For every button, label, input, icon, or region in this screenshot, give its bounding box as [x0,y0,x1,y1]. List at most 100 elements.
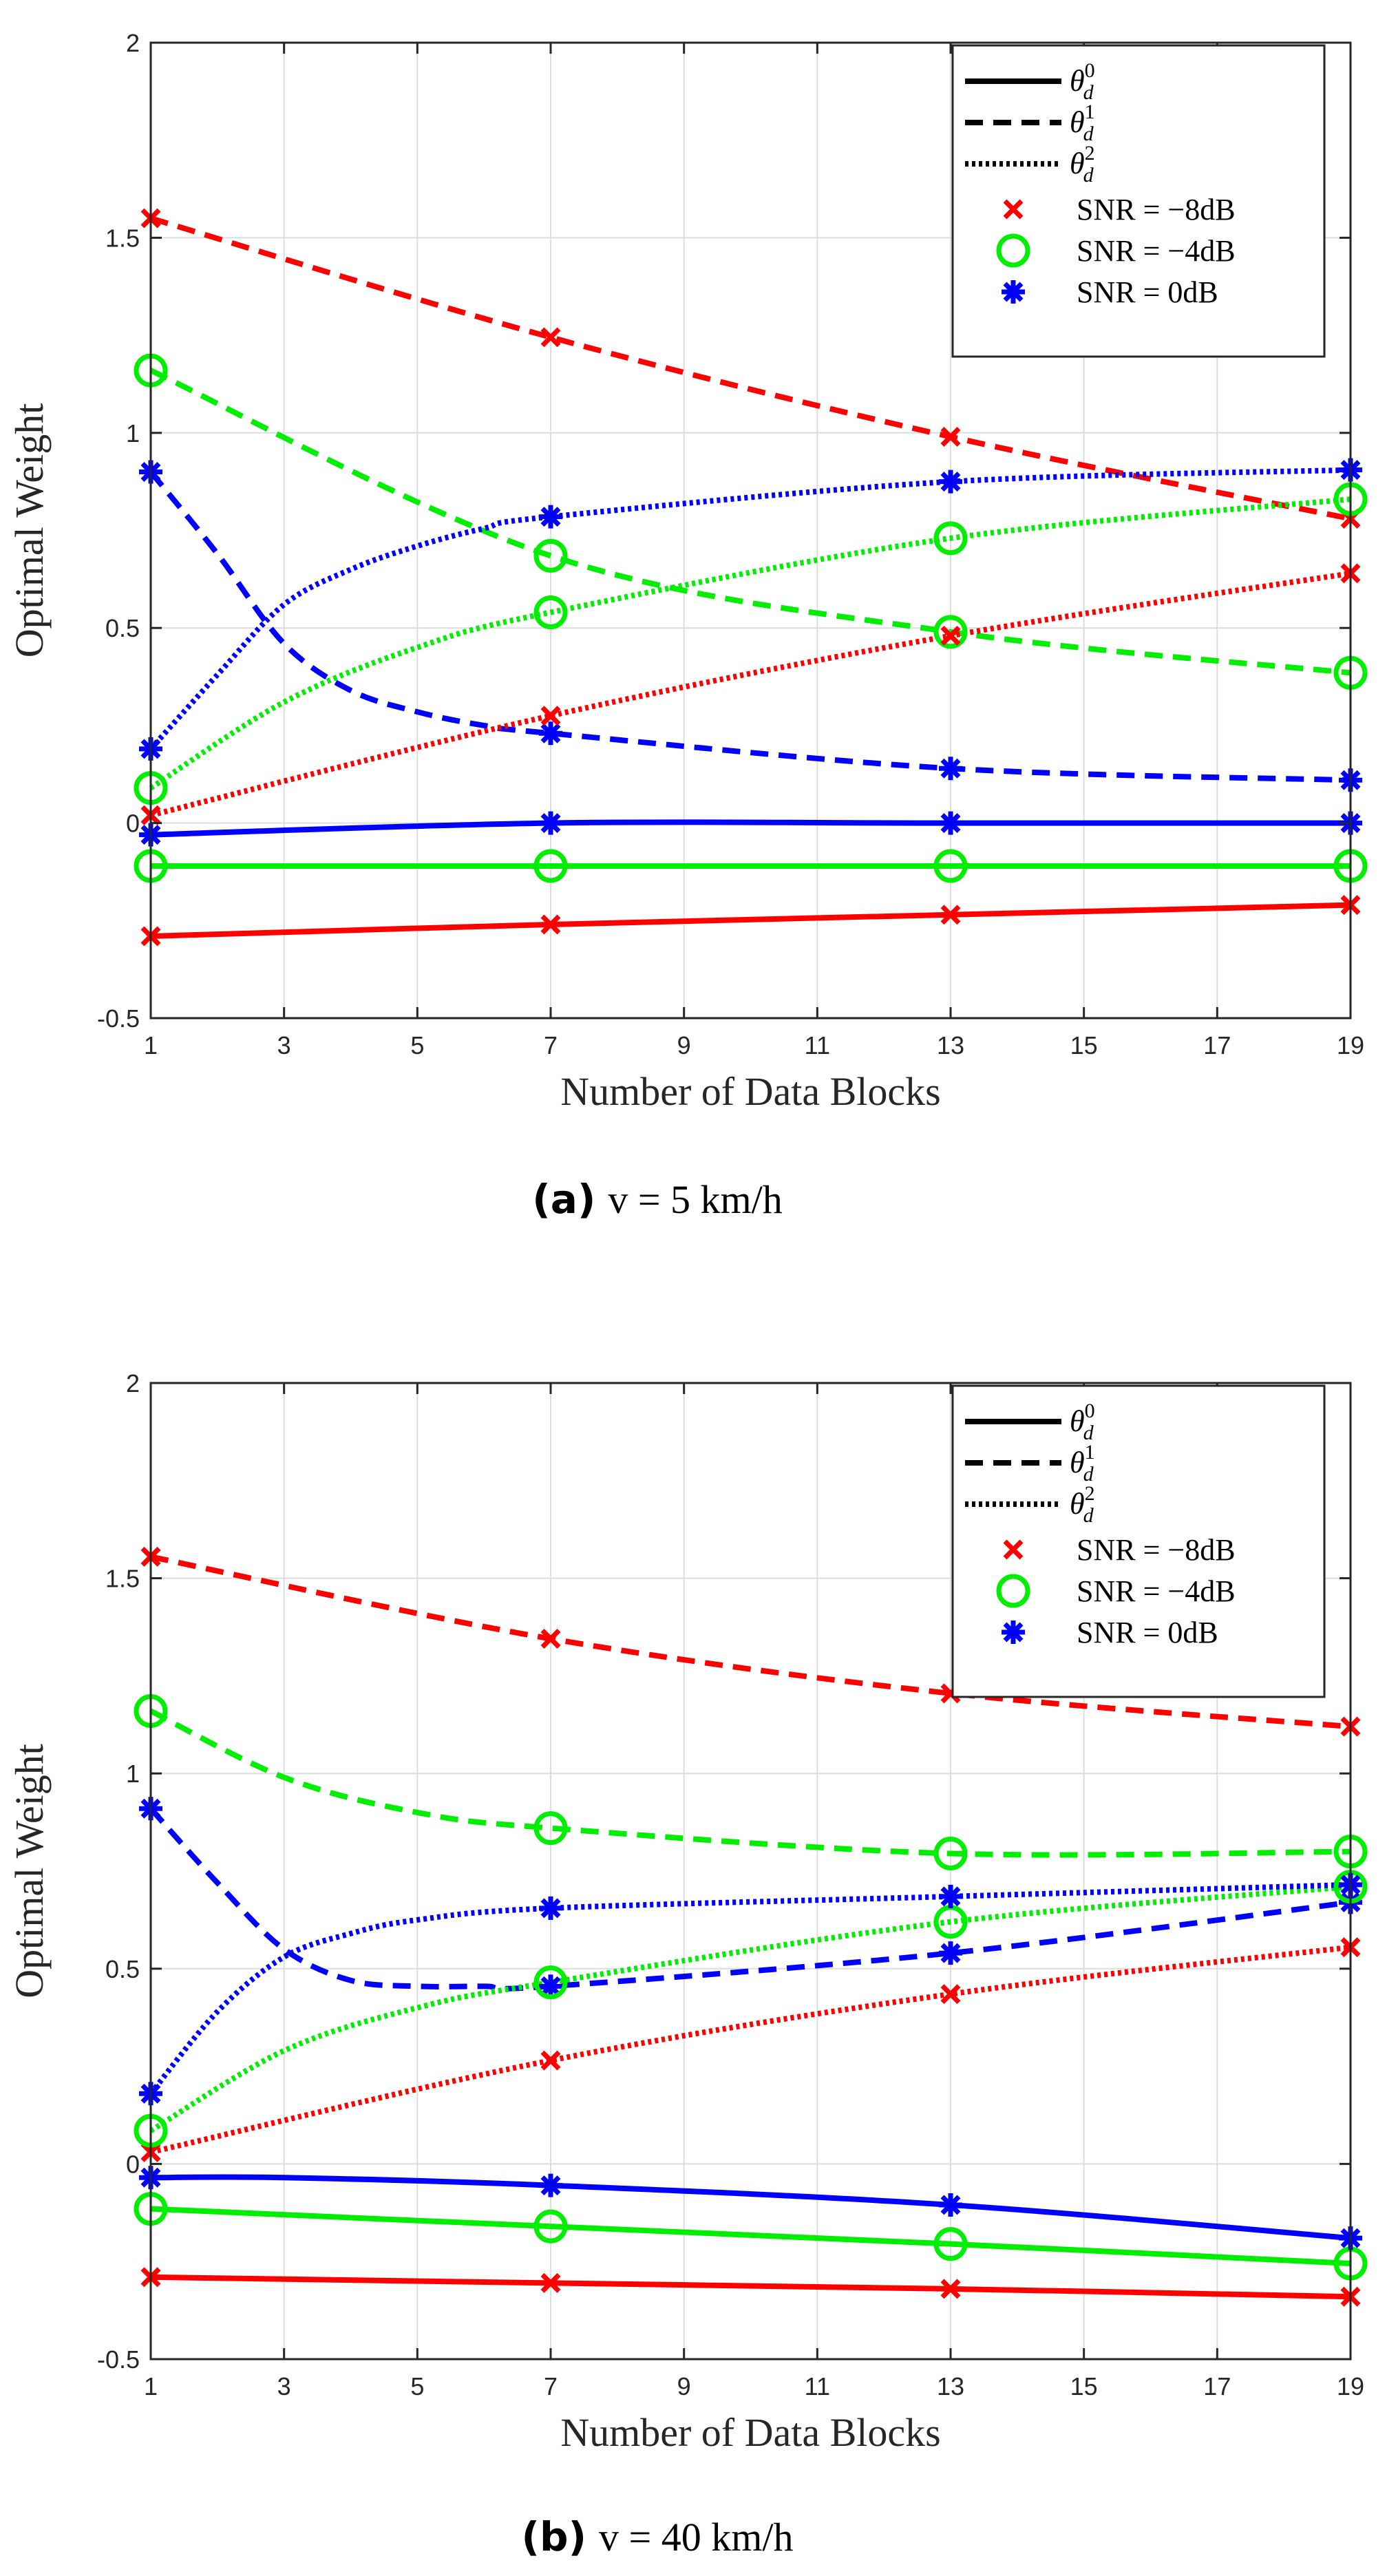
series-line [149,496,1351,790]
legend-marker-shape [1003,1539,1024,1560]
data-point [540,706,561,726]
legend-item-snr: SNR = 0dB [1002,1616,1218,1649]
data-point-shape [939,757,962,781]
legend-theta-base: θ [1070,1487,1085,1521]
data-point [940,426,961,447]
legend-item-snr: SNR = 0dB [1002,275,1218,309]
data-point-shape [940,905,961,925]
series-line [150,2206,1351,2267]
data-point [940,905,961,925]
y-tick-label: 0 [126,810,140,838]
data-point [939,1941,962,1965]
x-tick-label: 3 [277,2372,291,2400]
data-point [533,538,568,573]
data-point [939,1884,962,1908]
data-point [539,2173,562,2197]
series-line [150,902,1351,939]
data-point-shape [533,1965,568,2000]
data-point-shape [539,1896,562,1920]
legend-theta-sub: d [1083,1463,1094,1486]
data-point-shape [540,2272,561,2293]
legend-marker [1002,1620,1025,1644]
data-point-shape [539,1974,562,1998]
data-point [940,2279,961,2299]
data-point [540,914,561,935]
data-point [933,521,968,556]
legend-theta-base: θ [1070,1404,1085,1438]
x-axis-label: Number of Data Blocks [560,1069,940,1114]
data-point-shape [939,469,962,494]
series-line [149,1883,1351,2133]
legend-theta-sub: d [1083,1504,1094,1527]
data-point [533,1965,568,2000]
y-axis-label: Optimal Weight [7,403,52,658]
legend-item-snr: SNR = −4dB [996,1574,1236,1608]
data-point [939,2193,962,2217]
series-line [150,1554,1351,1730]
data-point-shape [940,2279,961,2299]
ticks: 1 3 5 7 9 11 13 15 17 19-0.500.511.52 [97,1369,1364,2400]
axes-box [149,41,1352,1020]
data-point [539,1974,562,1998]
legend-snr-label: SNR = 0dB [1077,275,1218,309]
legend-snr-label: SNR = −4dB [1077,1574,1236,1608]
data-point-shape [540,914,561,935]
axes-box [149,1382,1352,2361]
x-tick-label: 13 [937,2372,964,2400]
x-tick-label: 3 [277,1031,291,1059]
legend-marker [996,1574,1030,1608]
data-point [540,2272,561,2293]
legend-item-line-style: θ1 d [965,1441,1095,1486]
x-tick-label: 5 [410,2372,424,2400]
legend-snr-label: SNR = −8dB [1077,193,1236,226]
legend-box [951,44,1326,358]
legend-marker [996,233,1030,268]
legend-theta-label: θ1 d [1070,101,1095,145]
data-point-shape [540,1629,561,1649]
x-tick-label: 19 [1337,2372,1364,2400]
legend-item-line-style: θ1 d [965,101,1095,145]
data-point [539,505,562,529]
legend-item-line-style: θ2 d [965,1482,1095,1527]
data-point-shape [533,1811,568,1846]
data-point [939,811,962,835]
data-point [539,811,562,835]
caption-b-letter: (b) [522,2513,587,2560]
data-point-shape [939,2193,962,2217]
series-lines [148,1554,1351,2300]
data-point [533,595,568,630]
x-axis-label: Number of Data Blocks [560,2410,940,2455]
y-tick-label: -0.5 [97,1004,140,1033]
data-point-shape [933,1836,968,1870]
legend-theta-sub: d [1083,123,1094,145]
legend-theta-sub: d [1083,81,1094,104]
data-point [933,849,968,883]
x-tick-label: 1 [144,2372,158,2400]
legend-theta-sup: 0 [1085,59,1095,82]
x-tick-label: 11 [805,2372,830,2400]
legend-snr-label: SNR = −4dB [1077,234,1236,268]
legend-snr-label: SNR = 0dB [1077,1616,1218,1649]
data-point-shape [539,2173,562,2197]
data-point-shape [539,811,562,835]
y-tick-label: 0.5 [105,1955,140,1983]
series-line [149,467,1351,751]
data-point [933,615,968,649]
x-tick-label: 9 [677,2372,691,2400]
caption-a-text: v = 5 km/h [608,1177,782,1222]
series-line [149,1708,1351,1858]
data-point-shape [540,2050,561,2071]
data-point-shape [533,849,568,883]
y-tick-label: 0 [126,2150,140,2178]
data-point [540,2050,561,2071]
x-tick-label: 5 [410,1031,424,1059]
data-point-shape [939,811,962,835]
grid-lines [151,43,1351,1018]
legend-item-line-style: θ0 d [965,1400,1095,1444]
legend-item-line-style: θ2 d [965,142,1095,187]
caption-a: (a) v = 5 km/h [532,1176,783,1223]
data-point [540,327,561,348]
